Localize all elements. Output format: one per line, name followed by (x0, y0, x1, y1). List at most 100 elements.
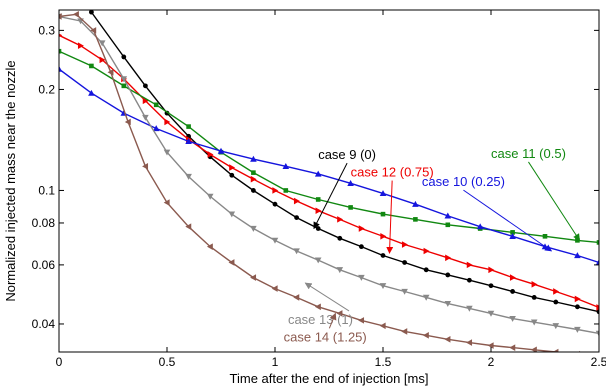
data-point (250, 274, 257, 281)
annotation-arrow (528, 161, 580, 241)
annotation-arrow (463, 189, 553, 252)
series-label: case 12 (0.75) (351, 165, 434, 180)
data-point (88, 89, 95, 96)
data-point (89, 63, 94, 69)
data-point (401, 288, 408, 295)
data-point (574, 295, 581, 303)
data-point (72, 10, 79, 18)
data-point (163, 149, 171, 156)
data-point (293, 197, 300, 205)
data-point (531, 281, 538, 288)
axis-layer: 0 0.5 1 1.5 2 2.5 0.04 0.06 0.08 0.1 0.2 0.3 (32, 10, 606, 369)
data-point (488, 283, 494, 289)
data-point (250, 155, 257, 162)
data-point (228, 211, 236, 218)
data-point (476, 223, 484, 230)
data-point (445, 272, 451, 278)
data-point (401, 328, 408, 335)
data-point (207, 151, 214, 158)
data-point (120, 76, 128, 83)
x-tick-label: 2 (488, 355, 495, 369)
series-label: case 14 (1.25) (284, 329, 367, 344)
y-tick-label: 0.08 (32, 216, 56, 230)
series-1 (89, 10, 599, 315)
data-point (423, 247, 430, 255)
data-point (251, 188, 256, 193)
data-point (402, 260, 407, 265)
data-point (142, 163, 149, 170)
data-point (359, 244, 364, 250)
y-tick-label: 0.04 (32, 317, 56, 331)
data-point (107, 68, 114, 76)
series-label: case 11 (0.5) (491, 146, 566, 161)
data-point (124, 118, 131, 126)
data-point (282, 163, 290, 169)
data-point (229, 172, 235, 178)
data-point (379, 283, 387, 290)
series-line (59, 34, 599, 309)
data-point (380, 253, 386, 258)
data-point (337, 235, 343, 241)
series-line (90, 11, 599, 313)
data-point (466, 261, 473, 269)
data-point (163, 199, 170, 206)
data-point (99, 56, 106, 64)
data-point (575, 304, 580, 310)
data-point (142, 97, 149, 105)
data-point (595, 330, 599, 337)
data-point (271, 237, 279, 244)
data-point (422, 332, 429, 339)
series-6 (59, 10, 581, 352)
y-tick-label: 0.2 (38, 82, 55, 96)
data-point (250, 175, 257, 183)
data-point (229, 164, 236, 171)
data-point (185, 138, 192, 145)
data-point (422, 294, 430, 301)
data-point (423, 267, 429, 273)
series-line (59, 15, 599, 335)
data-point (466, 339, 473, 346)
data-point (143, 83, 148, 89)
data-point (596, 304, 599, 311)
data-point (206, 193, 214, 200)
annotation-layer: case 9 (0) case 12 (0.75) case 11 (0.5) cas… (284, 146, 580, 344)
data-point (413, 217, 418, 222)
data-point (488, 266, 495, 274)
data-point (98, 40, 106, 47)
data-point (380, 211, 386, 217)
data-point (153, 102, 159, 108)
data-point (542, 234, 548, 239)
x-tick-label: 0 (56, 355, 63, 369)
data-point (509, 274, 516, 281)
data-point (283, 188, 289, 193)
data-point (90, 27, 97, 34)
y-axis-title: Normalized injected mass near the nozzle (3, 60, 18, 301)
data-point (510, 230, 515, 235)
data-point (574, 326, 581, 333)
data-point (293, 248, 300, 255)
series-layer (59, 10, 599, 352)
annotation-arrow (313, 162, 348, 230)
data-point (553, 299, 559, 305)
data-point (530, 346, 537, 352)
data-point (379, 322, 386, 330)
data-point (348, 205, 353, 210)
data-point (142, 114, 149, 121)
data-point (152, 125, 160, 132)
x-tick-label: 2.5 (591, 355, 606, 369)
data-point (121, 54, 127, 60)
data-point (380, 233, 387, 240)
data-point (336, 267, 344, 274)
data-point (487, 310, 495, 317)
data-point (531, 295, 537, 300)
data-point (250, 225, 257, 232)
data-point (121, 83, 127, 89)
data-point (337, 216, 344, 223)
data-point (294, 215, 299, 221)
data-point (59, 48, 62, 54)
data-point (314, 303, 321, 311)
data-point (487, 342, 494, 349)
data-point (552, 348, 559, 352)
data-point (509, 344, 516, 351)
